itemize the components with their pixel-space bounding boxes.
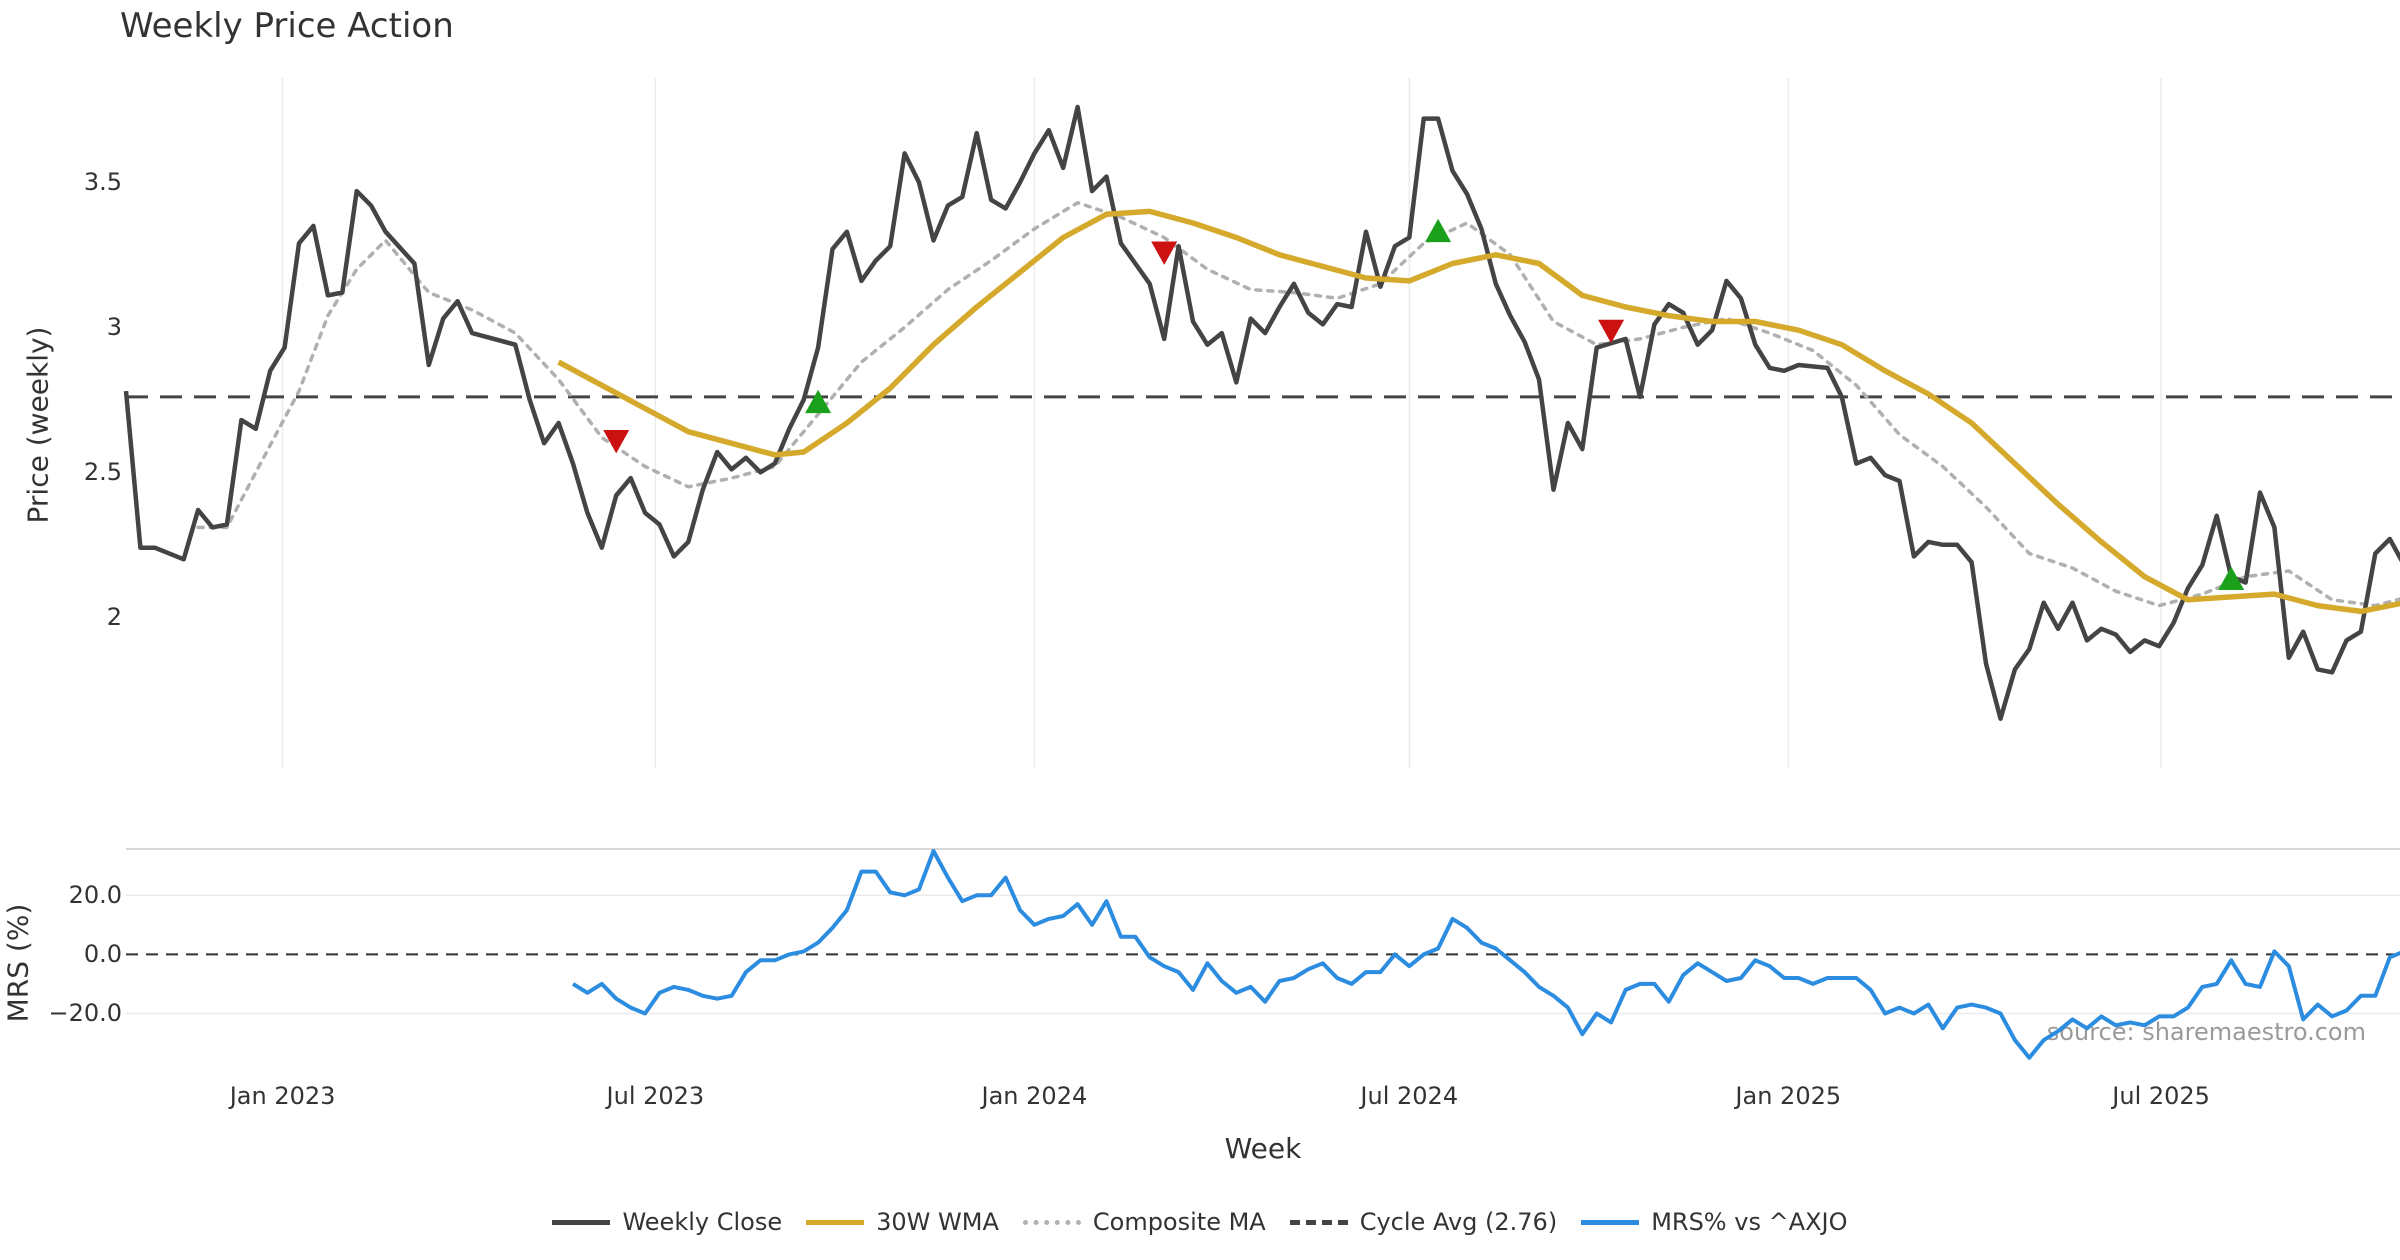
- legend-label: Cycle Avg (2.76): [1359, 1208, 1558, 1236]
- legend-item: Cycle Avg (2.76): [1289, 1208, 1558, 1236]
- sell-signal-marker: [1151, 241, 1178, 265]
- mrs-y-tick-label: 0.0: [83, 940, 122, 969]
- x-axis-label: Week: [1224, 1132, 1302, 1165]
- x-tick-label: Jul 2025: [2112, 1082, 2210, 1110]
- mrs-panel: [126, 849, 2400, 1060]
- legend-swatch: [552, 1219, 611, 1225]
- price-y-tick-label: 3: [106, 313, 122, 342]
- buy-signal-marker: [2218, 566, 2245, 590]
- series-line-weekly-close: [123, 104, 2400, 721]
- x-tick-label: Jan 2025: [1735, 1082, 1842, 1110]
- series-line-composite-ma: [196, 200, 2400, 608]
- price-y-tick-label: 2: [106, 603, 122, 632]
- buy-signal-marker: [1425, 218, 1452, 243]
- legend-item: Weekly Close: [552, 1208, 782, 1236]
- chart-title: Weekly Price Action: [120, 6, 454, 46]
- legend-item: Composite MA: [1022, 1208, 1266, 1236]
- mrs-y-tick-label: 20.0: [68, 881, 122, 910]
- legend-label: Weekly Close: [622, 1208, 783, 1236]
- series-line-mrs-vs-axjo: [571, 849, 2400, 1060]
- sell-signal-marker: [603, 430, 630, 454]
- x-tick-label: Jan 2023: [229, 1082, 336, 1110]
- legend-swatch: [1289, 1219, 1348, 1225]
- legend-swatch: [1022, 1219, 1081, 1225]
- legend-label: Composite MA: [1092, 1208, 1266, 1236]
- x-tick-label: Jan 2024: [981, 1082, 1088, 1110]
- legend-item: 30W WMA: [806, 1208, 999, 1236]
- legend-swatch: [806, 1219, 865, 1225]
- price-y-tick-label: 3.5: [83, 168, 122, 197]
- legend-swatch: [1581, 1219, 1640, 1225]
- buy-signal-marker: [805, 389, 832, 414]
- sell-signal-marker: [1598, 319, 1625, 344]
- x-tick-label: Jul 2023: [606, 1082, 705, 1110]
- price-panel: [123, 104, 2400, 721]
- series-line-30w-wma: [557, 208, 2400, 615]
- legend-label: MRS% vs ^AXJO: [1651, 1208, 1848, 1236]
- price-y-tick-label: 2.5: [83, 458, 122, 487]
- legend-label: 30W WMA: [876, 1208, 999, 1236]
- mrs-y-tick-label: −20.0: [48, 999, 122, 1028]
- x-tick-label: Jul 2024: [1360, 1082, 1459, 1110]
- legend-item: MRS% vs ^AXJO: [1581, 1208, 1848, 1236]
- legend: Weekly Close 30W WMA Composite MA Cycle Avg…: [0, 1208, 2400, 1236]
- source-note: source: sharemaestro.com: [2046, 1018, 2366, 1046]
- grid-lines: [126, 78, 2400, 1015]
